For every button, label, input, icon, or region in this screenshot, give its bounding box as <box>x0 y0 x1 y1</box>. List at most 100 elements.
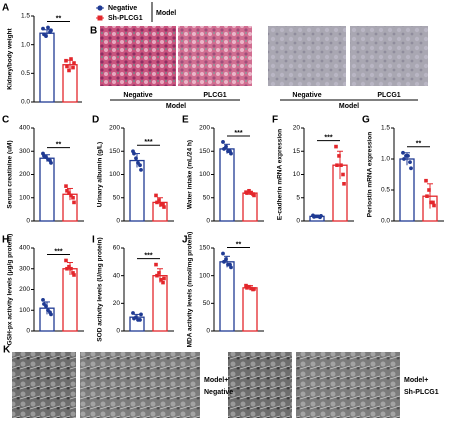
y-tick-label: 300 <box>19 265 30 272</box>
y-tick-label: 40 <box>113 272 121 279</box>
data-point <box>46 25 50 30</box>
data-point <box>319 213 323 218</box>
image-caption: Negative <box>204 389 233 396</box>
y-axis-label: GSH-px activity levels (μg/g protein) <box>7 234 14 346</box>
y-tick-label: 50 <box>203 300 211 307</box>
y-tick-label: 1.5 <box>21 13 30 20</box>
em-image <box>228 352 292 418</box>
y-tick-label: 200 <box>19 171 30 178</box>
y-axis-label: MDA activity levels (nmol/mg protein) <box>187 232 194 348</box>
data-point <box>408 160 412 165</box>
panel-label: B <box>90 26 97 37</box>
data-point <box>162 276 166 281</box>
data-point <box>157 198 161 202</box>
y-tick-label: 150 <box>199 245 210 252</box>
data-point <box>132 316 136 321</box>
significance-label: ** <box>236 241 242 248</box>
data-point <box>154 262 158 267</box>
image-caption: Model+ <box>204 377 228 384</box>
y-tick-label: 200 <box>19 286 30 293</box>
y-axis-label: E-cadherin mRNA expression <box>277 129 284 220</box>
data-point <box>245 286 249 290</box>
y-axis-label: Kidney/body weight <box>7 27 14 89</box>
y-tick-label: 15 <box>293 148 301 155</box>
data-point <box>159 278 163 282</box>
data-point <box>424 178 428 183</box>
data-point <box>72 61 76 65</box>
legend-group: Model <box>156 10 176 17</box>
em-image <box>296 352 400 418</box>
histology-image <box>178 26 252 86</box>
data-point <box>161 280 165 285</box>
image-caption: Sh-PLCG1 <box>404 389 439 396</box>
data-point <box>429 200 433 205</box>
panel-label: K <box>3 345 11 356</box>
bar <box>39 32 55 103</box>
y-tick-label: 60 <box>113 245 121 252</box>
data-point <box>229 265 233 270</box>
data-point <box>49 312 53 317</box>
data-point <box>67 68 71 73</box>
y-tick-label: 0 <box>116 328 120 335</box>
data-point <box>409 166 413 171</box>
data-point <box>69 57 73 61</box>
histology-image <box>268 26 346 86</box>
y-tick-label: 100 <box>19 307 30 314</box>
data-point <box>64 258 68 263</box>
y-tick-label: 0.5 <box>21 70 30 77</box>
data-point <box>136 160 140 165</box>
data-point <box>42 302 46 306</box>
y-axis-label: Serum creatinine (uM) <box>7 140 14 208</box>
data-point <box>341 172 345 177</box>
y-tick-label: 1.0 <box>381 156 390 163</box>
data-point <box>425 194 429 198</box>
data-point <box>72 200 76 205</box>
panel-label: I <box>92 235 95 246</box>
image-caption: PLCG1 <box>377 92 400 99</box>
panel-label: F <box>272 115 278 126</box>
panel-label: G <box>362 115 370 126</box>
data-point <box>427 188 431 192</box>
data-point <box>71 195 75 200</box>
em-image <box>12 352 76 418</box>
data-point <box>252 287 256 291</box>
y-tick-label: 10 <box>293 171 301 178</box>
legend-label: Negative <box>108 5 137 12</box>
data-point <box>41 26 45 31</box>
data-point <box>139 312 143 317</box>
y-tick-label: 0.0 <box>21 99 30 106</box>
significance-label: ** <box>56 141 62 148</box>
data-point <box>339 163 343 167</box>
data-point <box>401 150 405 155</box>
panel-label: E <box>182 115 189 126</box>
panel-label: A <box>2 3 9 14</box>
y-tick-label: 0 <box>26 218 30 225</box>
data-point <box>49 28 53 33</box>
y-tick-label: 0 <box>296 218 300 225</box>
image-caption: Negative <box>292 92 321 99</box>
bar <box>219 261 235 332</box>
data-point <box>65 188 69 193</box>
significance-label: ** <box>416 141 422 148</box>
y-tick-label: 0.0 <box>381 218 390 225</box>
data-point <box>159 202 163 207</box>
y-tick-label: 150 <box>109 148 120 155</box>
data-point <box>154 193 158 198</box>
bar <box>152 275 168 332</box>
bar <box>242 192 258 222</box>
y-axis-label: SOD activity levels (U/mg protein) <box>97 237 104 341</box>
y-tick-label: 0 <box>206 328 210 335</box>
data-point <box>335 163 339 167</box>
y-tick-label: 20 <box>113 300 121 307</box>
y-tick-label: 300 <box>19 148 30 155</box>
significance-label: *** <box>144 139 152 146</box>
y-tick-label: 50 <box>113 194 121 201</box>
data-point <box>402 157 406 161</box>
y-tick-label: 400 <box>19 245 30 252</box>
y-tick-label: 200 <box>199 125 210 132</box>
image-caption: Model+ <box>404 377 428 384</box>
data-point <box>65 266 69 271</box>
data-point <box>432 203 436 208</box>
image-caption: PLCG1 <box>203 92 226 99</box>
y-tick-label: 0 <box>26 328 30 335</box>
